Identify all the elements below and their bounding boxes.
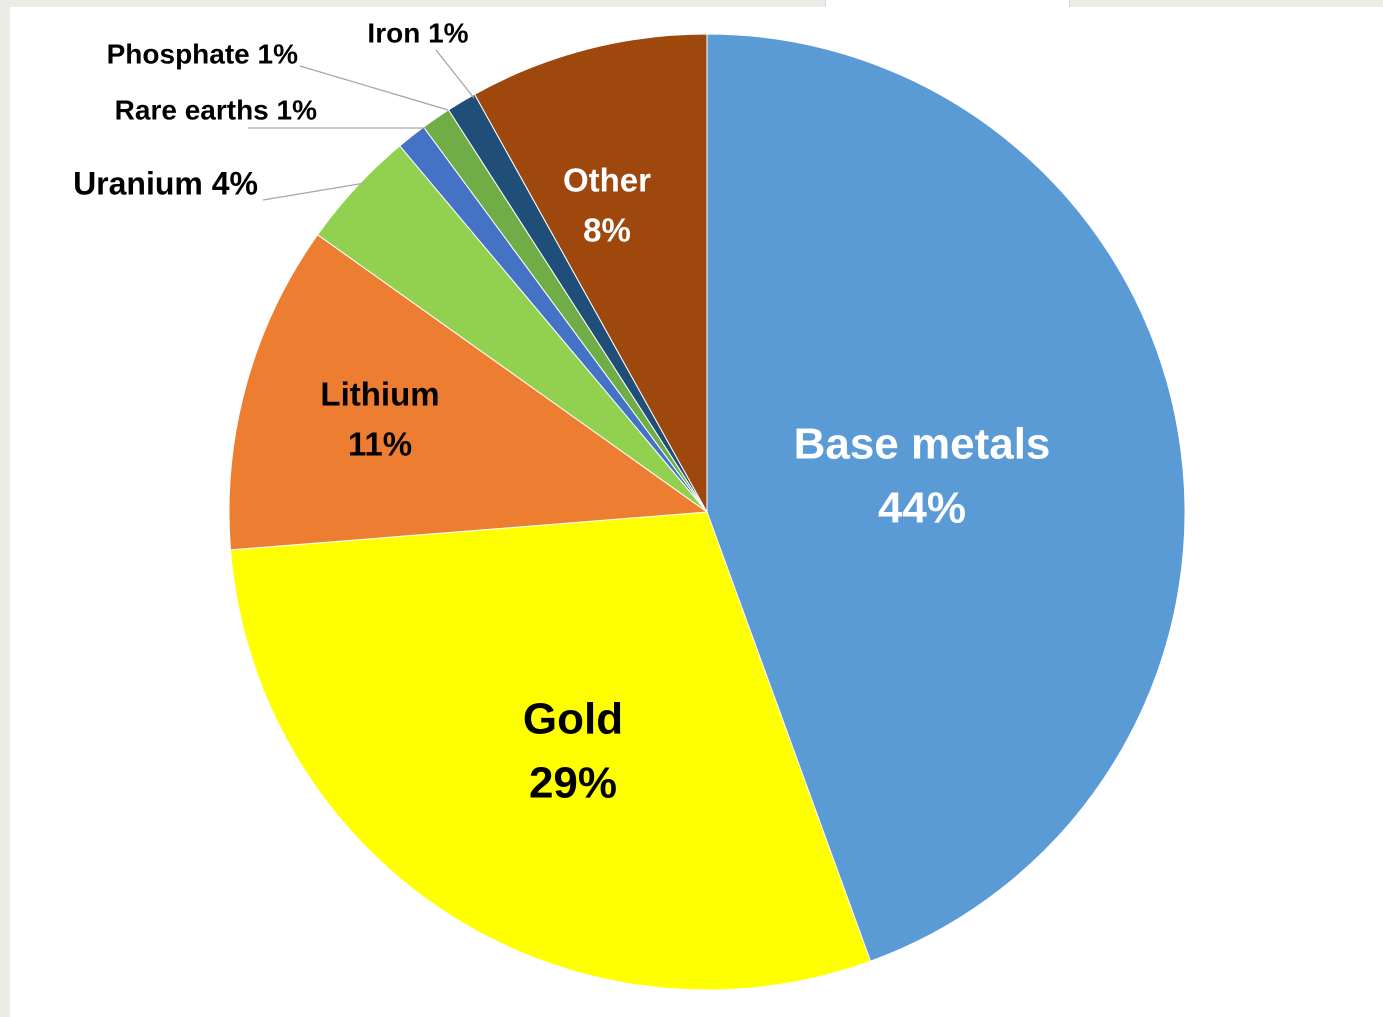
slice-label-base-metals: Base metals <box>794 420 1051 469</box>
slice-label-lithium: Lithium <box>320 376 439 413</box>
leader-line-phosphate <box>299 65 449 111</box>
slice-label-rare-earths: Rare earths 1% <box>115 94 317 125</box>
pie-slices <box>228 33 1186 991</box>
pie-slice-base-metals <box>706 33 1186 962</box>
leader-lines <box>248 49 475 201</box>
leader-line-uranium <box>262 182 366 201</box>
slice-value-other: 8% <box>583 212 631 249</box>
slice-label-other: Other <box>563 162 651 199</box>
slice-label-uranium: Uranium 4% <box>73 165 258 201</box>
pie-slice-other <box>473 33 708 514</box>
slice-value-lithium: 11% <box>348 426 412 463</box>
slice-label-phosphate: Phosphate 1% <box>107 38 298 69</box>
slice-labels: Base metals 44% Gold 29% Lithium 11% Uranium 4… <box>73 17 1050 807</box>
slice-label-iron: Iron 1% <box>367 17 468 48</box>
leader-line-iron <box>435 49 475 99</box>
slice-value-base-metals: 44% <box>878 484 966 533</box>
window-tab-edge <box>825 0 1070 7</box>
pie-slice-lithium <box>228 234 709 551</box>
slice-label-gold: Gold <box>523 695 623 744</box>
pie-slice-gold <box>229 511 872 991</box>
slice-value-gold: 29% <box>529 759 617 808</box>
